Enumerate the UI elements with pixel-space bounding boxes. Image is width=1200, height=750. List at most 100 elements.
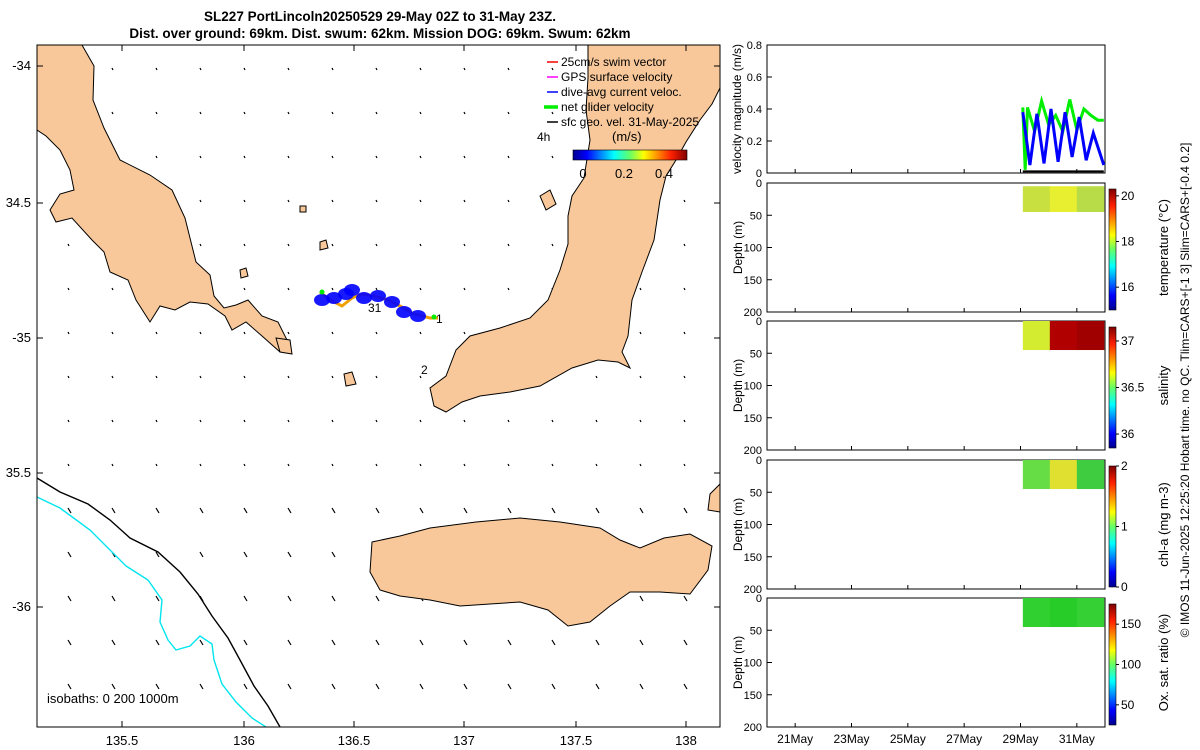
sfc-geo-vector <box>463 287 466 291</box>
section-ytick-label: 0 <box>756 178 762 190</box>
velocity-ylabel: velocity magnitude (m/s) <box>730 44 744 174</box>
sfc-geo-vector <box>331 463 334 467</box>
isobaths-label: isobaths: 0 200 1000m <box>47 691 179 706</box>
sfc-geo-vector <box>463 67 466 71</box>
sfc-geo-vector <box>375 243 378 247</box>
map-layers <box>37 45 720 727</box>
legend-label-sfc-geo: sfc geo. vel. 31-May-2025 <box>561 115 699 129</box>
sfc-geo-vector <box>155 331 158 335</box>
map-ytick-1: 34.5 <box>6 195 31 210</box>
sfc-geo-vector <box>419 375 422 379</box>
dive-avg-current-vector <box>396 306 412 318</box>
date-axis: 21May 23May 25May 27May 29May 31May <box>777 169 1095 746</box>
velocity-yticks: 0 0.2 0.4 0.6 0.8 <box>747 40 772 180</box>
section-panel-1: 0 50 100 150 200 Depth (m) 36 36.5 37 salinity <box>731 316 1171 457</box>
section-ytick-label: 200 <box>744 722 762 734</box>
sfc-geo-vector <box>683 331 686 335</box>
section-data-cell <box>1049 186 1078 213</box>
map-xtick-4: 137.5 <box>560 733 593 748</box>
section-ylabel: Depth (m) <box>731 498 745 551</box>
sfc-geo-vector <box>67 331 70 335</box>
sfc-geo-vector <box>507 243 510 247</box>
map-xtick-0: 135.5 <box>106 733 139 748</box>
sfc-geo-vector <box>639 463 642 467</box>
sfc-geo-vector <box>67 551 72 558</box>
sfc-geo-vector <box>287 155 290 159</box>
map-panel: 31 1 2 135.5 136 136.5 137 137.5 138 -34… <box>6 44 721 748</box>
velocity-ytick-label: 0.6 <box>747 72 762 84</box>
map-ytick-4: -36 <box>12 599 31 614</box>
sfc-geo-vector <box>243 199 246 203</box>
section-ytick-label: 0 <box>756 316 762 328</box>
date-tick-label: 29May <box>1002 732 1038 746</box>
sfc-geo-vector <box>111 331 114 335</box>
dive-avg-current-vector <box>384 296 400 308</box>
velocity-ytick-label: 0.4 <box>747 104 762 116</box>
sfc-geo-vector <box>507 67 510 71</box>
sfc-geo-vector <box>155 375 158 379</box>
sfc-geo-vector <box>595 375 598 379</box>
sfc-geo-vector <box>155 595 160 602</box>
sfc-geo-vector <box>463 155 466 159</box>
sfc-geo-vector <box>683 507 688 514</box>
colorbar-tick-label: 1 <box>1121 520 1128 534</box>
section-ylabel: Depth (m) <box>731 636 745 689</box>
dive-avg-current-vector <box>344 284 360 296</box>
legend-time-step: 4h <box>537 130 550 144</box>
colorbar-tick-0: 0 <box>579 166 586 181</box>
sfc-geo-vector <box>287 419 290 423</box>
sfc-geo-vector <box>199 639 204 646</box>
sfc-geo-vector <box>507 155 510 159</box>
plot-title-line-2: Dist. over ground: 69km. Dist. swum: 62k… <box>129 26 631 41</box>
sfc-geo-vector <box>331 111 334 115</box>
track-end-marker <box>431 314 437 320</box>
sfc-geo-vector <box>419 331 422 335</box>
map-ytick-0: -34 <box>12 58 31 73</box>
sfc-geo-vector <box>419 67 422 71</box>
sfc-geo-vector <box>243 507 248 514</box>
sfc-geo-vector <box>375 287 378 291</box>
sfc-geo-vector <box>463 683 468 690</box>
colorbar-label: temperature (°C) <box>1156 199 1171 296</box>
colorbar-label: salinity <box>1156 365 1171 405</box>
sfc-geo-vector <box>375 155 378 159</box>
sfc-geo-vector <box>683 639 688 646</box>
sfc-geo-vector <box>507 683 512 690</box>
sfc-geo-vector <box>639 683 644 690</box>
sfc-geo-vector <box>463 111 466 115</box>
map-legend: 25cm/s swim vector GPS surface velocity … <box>537 55 699 181</box>
sfc-geo-vector <box>199 551 204 558</box>
section-data-cell <box>1049 598 1078 628</box>
sfc-geo-vector <box>419 199 422 203</box>
map-xtick-5: 138 <box>675 733 697 748</box>
sfc-geo-vector <box>67 375 70 379</box>
legend-label-dive-avg: dive-avg current veloc. <box>561 85 682 99</box>
velocity-series-0 <box>1021 95 1104 170</box>
section-data-cell <box>1049 460 1078 490</box>
sfc-geo-vector <box>419 111 422 115</box>
sfc-geo-vector <box>67 595 72 602</box>
sfc-geo-vector <box>375 331 378 335</box>
section-data-cell <box>1076 321 1105 351</box>
section-ytick-label: 150 <box>744 413 762 425</box>
sfc-geo-vector <box>595 419 598 423</box>
colorbar-tick-1: 0.2 <box>615 166 633 181</box>
sfc-geo-vector <box>243 243 246 247</box>
velocity-ytick-label: 0 <box>756 168 762 180</box>
sfc-geo-vector <box>155 507 160 514</box>
glider-track <box>314 284 438 322</box>
section-ytick-label: 150 <box>744 690 762 702</box>
sfc-geo-vector <box>375 111 378 115</box>
section-ytick-label: 50 <box>750 487 762 499</box>
dive-avg-current-vector <box>314 294 330 306</box>
colorbar-label: Ox. sat. ratio (%) <box>1156 614 1171 712</box>
sfc-geo-vector <box>683 463 686 467</box>
sfc-geo-vector <box>287 595 292 602</box>
date-tick-label: 31May <box>1059 732 1095 746</box>
sfc-geo-vector <box>67 639 72 646</box>
sfc-geo-vector <box>199 243 202 247</box>
sfc-geo-vector <box>595 507 600 514</box>
sfc-geo-vector <box>243 375 246 379</box>
section-colorbar <box>1108 465 1117 588</box>
